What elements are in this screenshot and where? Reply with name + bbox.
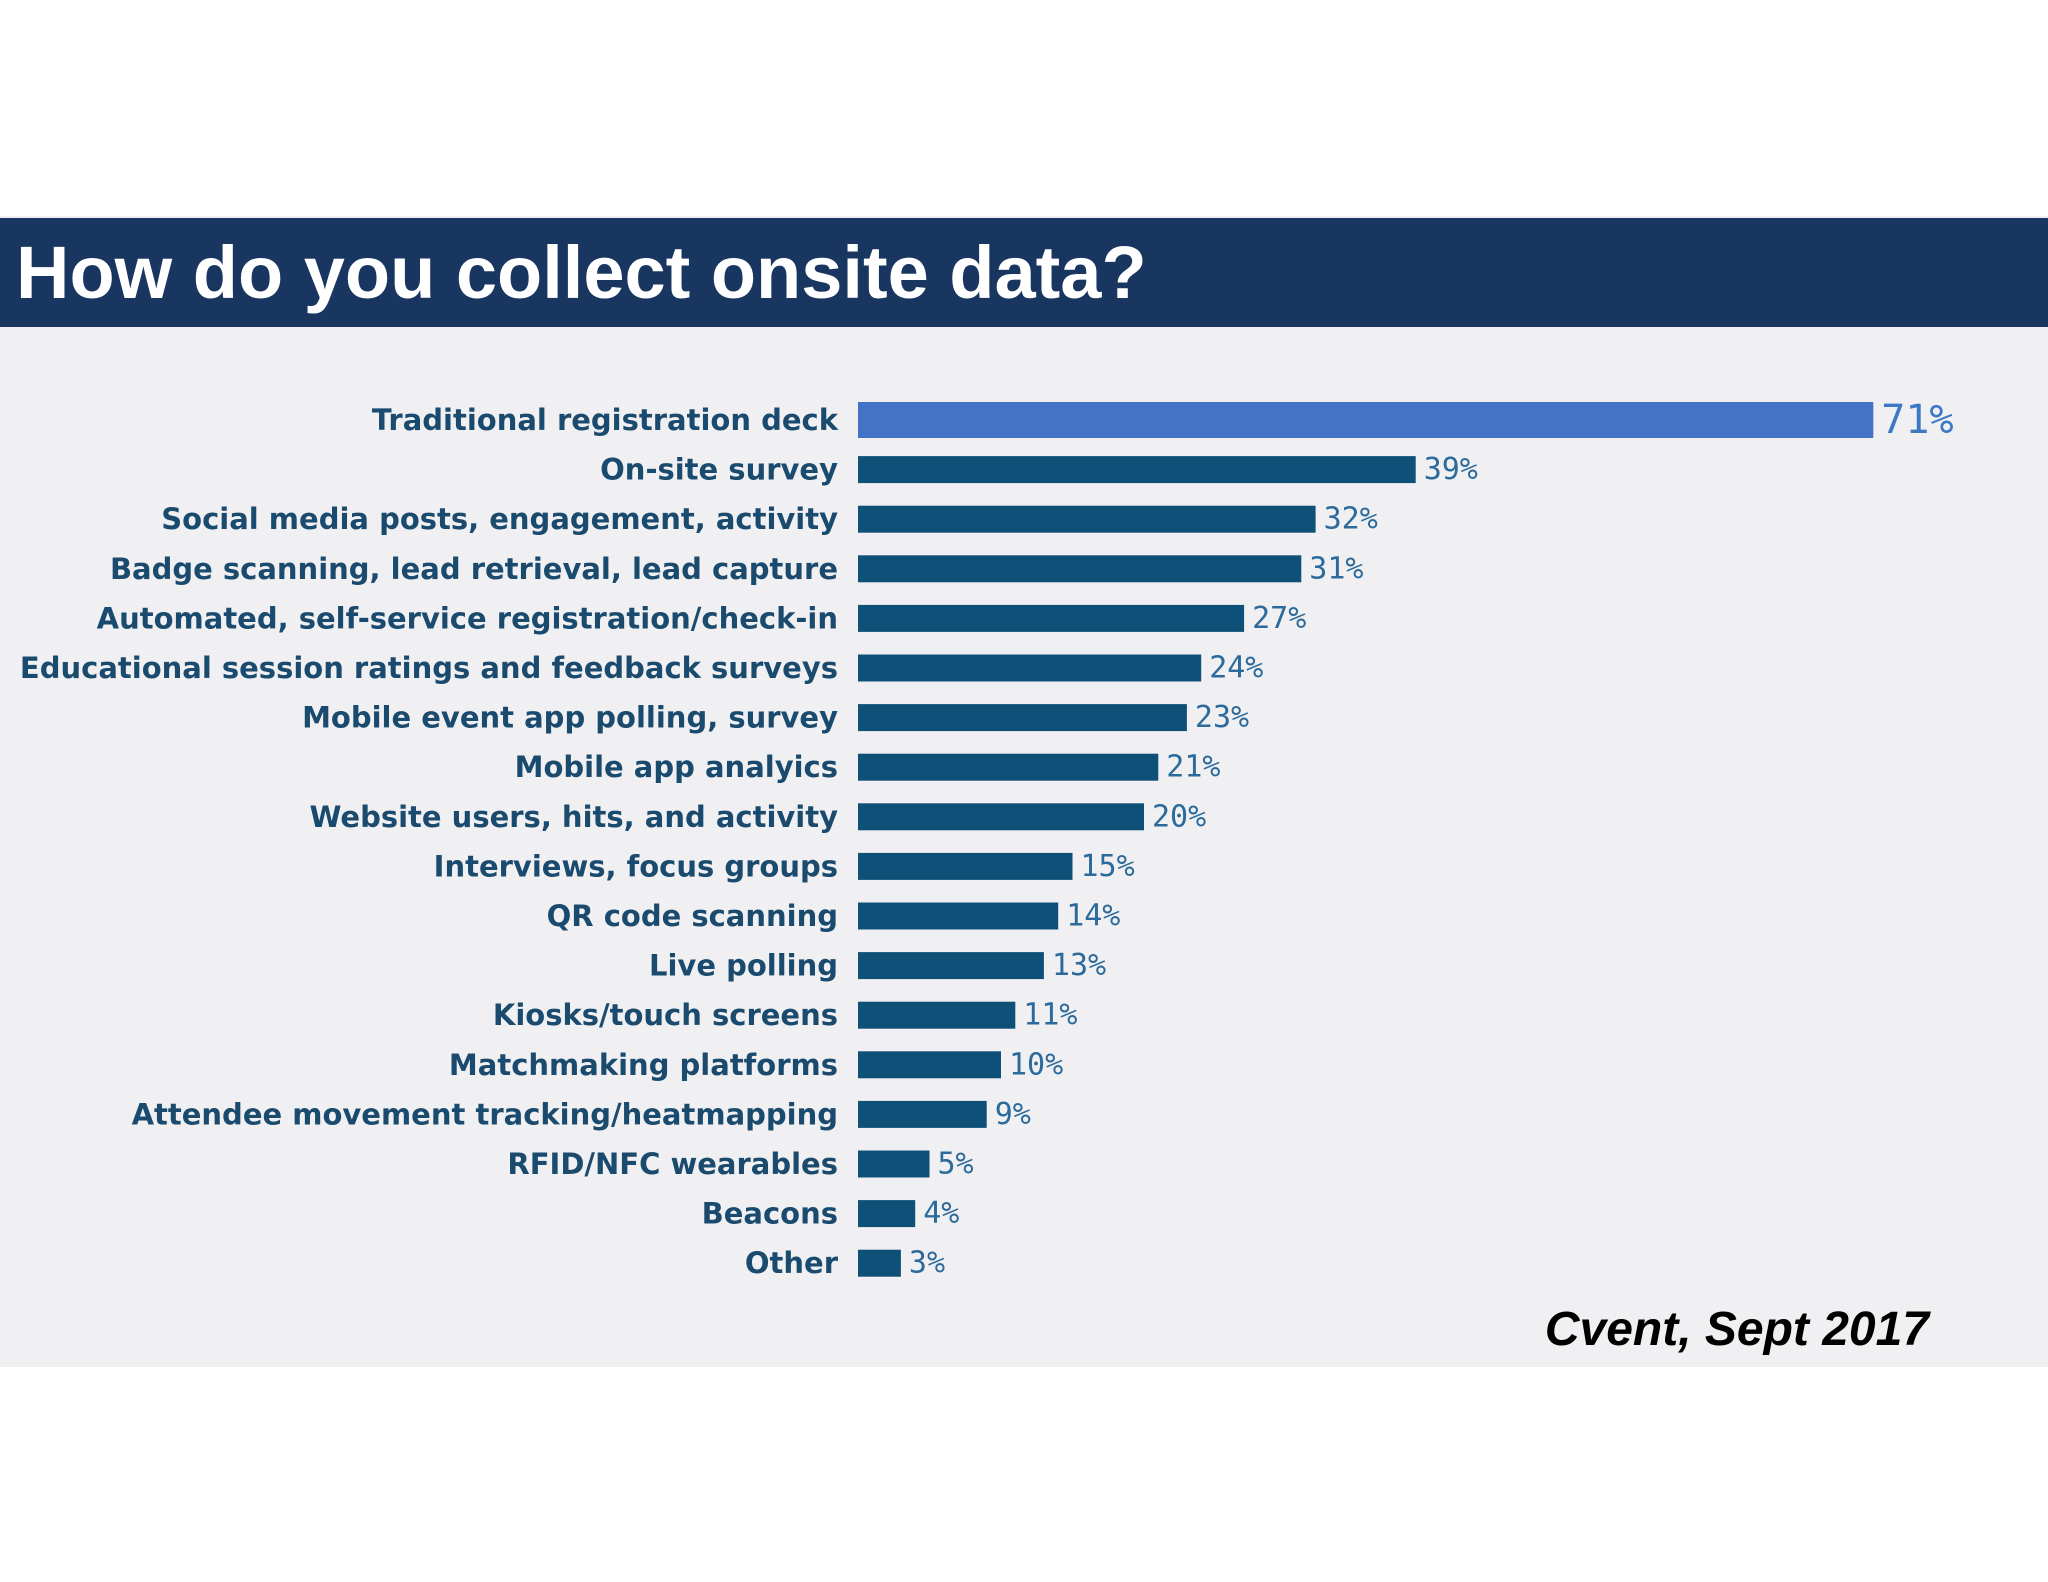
category-label: On-site survey bbox=[600, 453, 838, 487]
category-label: Other bbox=[745, 1246, 839, 1280]
category-label: Mobile event app polling, survey bbox=[302, 701, 838, 735]
category-label: Attendee movement tracking/heatmapping bbox=[132, 1097, 838, 1131]
value-label: 14% bbox=[1066, 899, 1120, 934]
category-label: Traditional registration deck bbox=[372, 403, 839, 437]
bar bbox=[858, 505, 1316, 533]
bar bbox=[858, 902, 1059, 930]
category-label: Mobile app analyics bbox=[515, 750, 838, 784]
value-label: 23% bbox=[1195, 700, 1249, 735]
bar bbox=[858, 604, 1245, 632]
source-citation: Cvent, Sept 2017 bbox=[1544, 1303, 1929, 1356]
category-label: Live polling bbox=[649, 949, 838, 983]
value-label: 10% bbox=[1009, 1047, 1063, 1082]
bars-layer: Traditional registration deck 71% On-site … bbox=[20, 397, 1954, 1281]
bar bbox=[858, 1200, 916, 1228]
category-label: Website users, hits, and activity bbox=[309, 800, 838, 834]
bar bbox=[858, 402, 1874, 438]
category-label: Automated, self-service registration/che… bbox=[97, 601, 838, 635]
chart-title: How do you collect onsite data? bbox=[16, 231, 1147, 314]
category-label: Social media posts, engagement, activity bbox=[161, 502, 838, 536]
value-label: 20% bbox=[1152, 799, 1206, 834]
bar bbox=[858, 456, 1416, 484]
category-label: Badge scanning, lead retrieval, lead cap… bbox=[110, 552, 838, 586]
value-label: 27% bbox=[1252, 601, 1306, 636]
category-label: Matchmaking platforms bbox=[449, 1048, 838, 1082]
value-label: 3% bbox=[909, 1246, 945, 1281]
bar bbox=[858, 555, 1302, 583]
bar bbox=[858, 753, 1159, 781]
bar bbox=[858, 852, 1073, 880]
category-label: QR code scanning bbox=[547, 899, 838, 933]
bar bbox=[858, 803, 1144, 831]
value-label: 32% bbox=[1324, 502, 1378, 537]
value-label: 39% bbox=[1424, 452, 1478, 487]
title-bar: How do you collect onsite data? bbox=[0, 218, 2048, 327]
value-label: 13% bbox=[1052, 948, 1106, 983]
bar bbox=[858, 1051, 1001, 1079]
value-label: 4% bbox=[923, 1196, 959, 1231]
value-label: 31% bbox=[1309, 551, 1363, 586]
value-label: 5% bbox=[938, 1147, 974, 1182]
bar bbox=[858, 952, 1044, 980]
value-label: 15% bbox=[1081, 849, 1135, 884]
bar bbox=[858, 654, 1202, 682]
bar bbox=[858, 704, 1187, 732]
category-label: Educational session ratings and feedback… bbox=[20, 651, 838, 685]
bar bbox=[858, 1150, 930, 1178]
value-label: 71% bbox=[1881, 397, 1953, 443]
category-label: Beacons bbox=[702, 1197, 838, 1231]
value-label: 24% bbox=[1209, 651, 1263, 686]
value-label: 11% bbox=[1023, 998, 1077, 1033]
bar bbox=[858, 1249, 901, 1277]
category-label: Kiosks/touch screens bbox=[493, 998, 838, 1032]
category-label: Interviews, focus groups bbox=[434, 849, 838, 883]
category-label: RFID/NFC wearables bbox=[507, 1147, 838, 1181]
bar bbox=[858, 1100, 987, 1128]
bar bbox=[858, 1001, 1016, 1029]
value-label: 9% bbox=[995, 1097, 1031, 1132]
value-label: 21% bbox=[1166, 750, 1220, 785]
